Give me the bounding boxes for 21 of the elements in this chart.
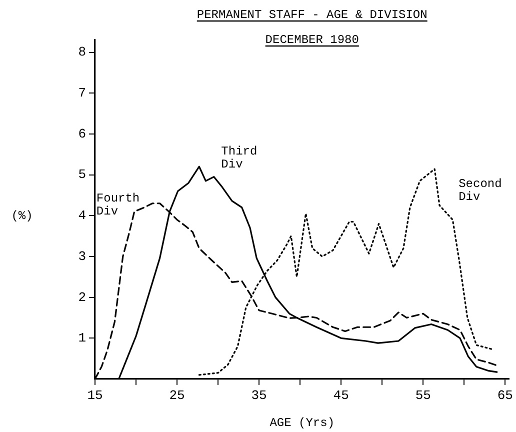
y-axis-title: (%) [11,208,33,223]
x-tick-label: 65 [497,388,513,404]
x-tick-label: 55 [415,388,431,404]
y-tick-label: 1 [78,330,86,346]
y-tick-label: 3 [78,248,86,264]
chart-title: PERMANENT STAFF - AGE & DIVISION [196,8,428,22]
x-tick-label: 15 [87,388,103,404]
y-tick-label: 4 [78,208,86,224]
y-tick-label: 5 [78,167,86,182]
x-axis-title: AGE (Yrs) [270,416,335,430]
x-tick-label: 45 [333,388,349,404]
y-tick-label: 2 [78,290,86,305]
series-label: Fourth Div [96,191,140,218]
x-tick-label: 35 [251,388,267,404]
y-tick-label: 6 [78,126,86,142]
series-label: Third Div [221,144,258,172]
x-tick-label: 25 [169,388,185,404]
chart-subtitle: DECEMBER 1980 [265,33,359,47]
y-tick-label: 7 [78,86,86,101]
series-label: Second Div [458,177,502,204]
y-tick-label: 8 [78,44,86,60]
